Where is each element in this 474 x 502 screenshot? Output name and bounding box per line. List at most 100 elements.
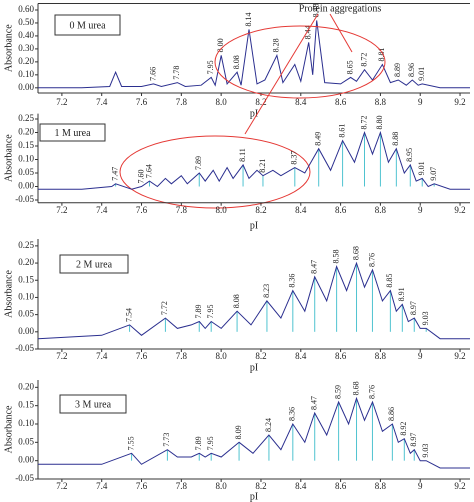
x-tick-label: 7.8 xyxy=(176,351,188,361)
peak-label: 8.81 xyxy=(377,47,386,61)
curve xyxy=(38,20,470,89)
y-axis-label: Absorbance xyxy=(3,24,14,72)
x-tick-label: 8.0 xyxy=(216,481,228,491)
peak-label: 9.01 xyxy=(417,161,426,175)
peak-label: 8.72 xyxy=(359,53,368,67)
x-tick-label: 9.2 xyxy=(454,481,465,491)
condition-box xyxy=(39,123,106,142)
x-tick-label: 7.2 xyxy=(56,205,67,215)
y-tick-label: 0.50 xyxy=(18,17,34,27)
curve xyxy=(38,130,470,190)
y-tick-label: 0.20 xyxy=(18,381,34,391)
peak-label: 8.47 xyxy=(310,260,319,274)
y-tick-label: 0.30 xyxy=(18,43,34,53)
peak-label: 7.73 xyxy=(162,433,171,447)
peak-label: 8.68 xyxy=(351,246,360,260)
peak-label: 8.97 xyxy=(409,433,418,447)
y-tick-label: 0.15 xyxy=(18,140,34,150)
x-tick-label: 8.6 xyxy=(335,481,347,491)
x-tick-label: 8.4 xyxy=(295,351,307,361)
y-tick-label: 0.20 xyxy=(18,257,34,267)
x-tick-label: 7.8 xyxy=(176,97,188,107)
y-axis-label: Absorbance xyxy=(3,405,14,453)
peak-label: 9.07 xyxy=(429,167,438,181)
peak-label: 8.11 xyxy=(238,148,247,162)
condition-label: 1 M urea xyxy=(54,128,91,139)
x-tick-label: 8.2 xyxy=(255,481,266,491)
y-tick-label: 0.00 xyxy=(18,455,34,465)
x-axis-label: pI xyxy=(250,362,258,373)
peak-label: 8.49 xyxy=(314,132,323,146)
peak-label: 8.61 xyxy=(337,124,346,138)
peak-label: 9.03 xyxy=(421,444,430,458)
condition-box xyxy=(54,14,121,36)
x-tick-label: 8.4 xyxy=(295,97,307,107)
peak-label: 8.00 xyxy=(216,38,225,52)
y-tick-label: -0.05 xyxy=(15,473,34,483)
x-tick-label: 7.4 xyxy=(96,205,108,215)
x-tick-label: 8.0 xyxy=(216,351,228,361)
peak-label: 8.72 xyxy=(359,116,368,130)
y-tick-label: 0.25 xyxy=(18,113,34,123)
peak-label: 7.72 xyxy=(160,301,169,315)
peak-label: 8.88 xyxy=(391,132,400,146)
x-tick-label: 7.4 xyxy=(96,481,108,491)
peak-label: 8.86 xyxy=(387,407,396,421)
peak-label: 9.03 xyxy=(421,311,430,325)
highlight xyxy=(119,135,311,209)
x-tick-label: 8.0 xyxy=(216,205,228,215)
x-tick-label: 8.6 xyxy=(335,97,347,107)
curve xyxy=(38,396,470,469)
peak-label: 8.21 xyxy=(258,159,267,173)
x-tick-label: 7.4 xyxy=(96,351,108,361)
x-tick-label: 8.8 xyxy=(375,97,387,107)
peak-label: 8.85 xyxy=(385,274,394,288)
x-tick-label: 9 xyxy=(418,351,423,361)
x-tick-label: 8.4 xyxy=(295,481,307,491)
x-tick-label: 7.4 xyxy=(96,97,108,107)
peak-label: 7.95 xyxy=(206,305,215,319)
y-tick-label: 0.60 xyxy=(18,4,34,14)
y-tick-label: -0.05 xyxy=(15,194,34,204)
annotation: Protein aggregations xyxy=(299,3,382,14)
y-tick-label: 0.10 xyxy=(18,418,34,428)
x-tick-label: 8.2 xyxy=(255,351,266,361)
peak-label: 8.76 xyxy=(367,385,376,399)
condition-label: 2 M urea xyxy=(76,259,113,270)
peak-label: 8.09 xyxy=(234,425,243,439)
condition-label: 0 M urea xyxy=(69,20,106,31)
peak-label: 8.91 xyxy=(397,287,406,301)
y-tick-label: 0.15 xyxy=(18,400,34,410)
peak-label: 8.08 xyxy=(232,55,241,69)
y-tick-label: 0.10 xyxy=(18,69,34,79)
y-tick-label: 0.05 xyxy=(18,167,34,177)
x-tick-label: 7.6 xyxy=(136,351,148,361)
peak-label: 8.97 xyxy=(409,301,418,315)
condition-box xyxy=(59,254,129,274)
x-tick-label: 8.2 xyxy=(255,205,266,215)
peak-label: 8.08 xyxy=(232,294,241,308)
y-axis-label: Absorbance xyxy=(3,270,14,318)
x-tick-label: 8.6 xyxy=(335,351,347,361)
y-tick-label: 0.25 xyxy=(18,240,34,250)
peak-label: 8.36 xyxy=(288,407,297,421)
y-tick-label: 0.20 xyxy=(18,127,34,137)
peak-label: 8.28 xyxy=(272,38,281,52)
peak-label: 8.68 xyxy=(351,381,360,395)
x-tick-label: 7.6 xyxy=(136,481,148,491)
x-tick-label: 8.0 xyxy=(216,97,228,107)
y-tick-label: -0.05 xyxy=(15,343,34,353)
peak-label: 7.47 xyxy=(110,167,119,181)
y-tick-label: 0.10 xyxy=(18,154,34,164)
arrow xyxy=(244,13,319,135)
y-tick-label: 0.10 xyxy=(18,292,34,302)
peak-label: 7.95 xyxy=(206,436,215,450)
y-tick-label: 0.05 xyxy=(18,309,34,319)
peak-label: 8.23 xyxy=(262,284,271,298)
peak-label: 8.48 xyxy=(312,3,321,17)
x-tick-label: 9.2 xyxy=(454,205,465,215)
x-tick-label: 9 xyxy=(418,481,423,491)
curve xyxy=(37,261,470,340)
x-tick-label: 7.2 xyxy=(56,481,67,491)
